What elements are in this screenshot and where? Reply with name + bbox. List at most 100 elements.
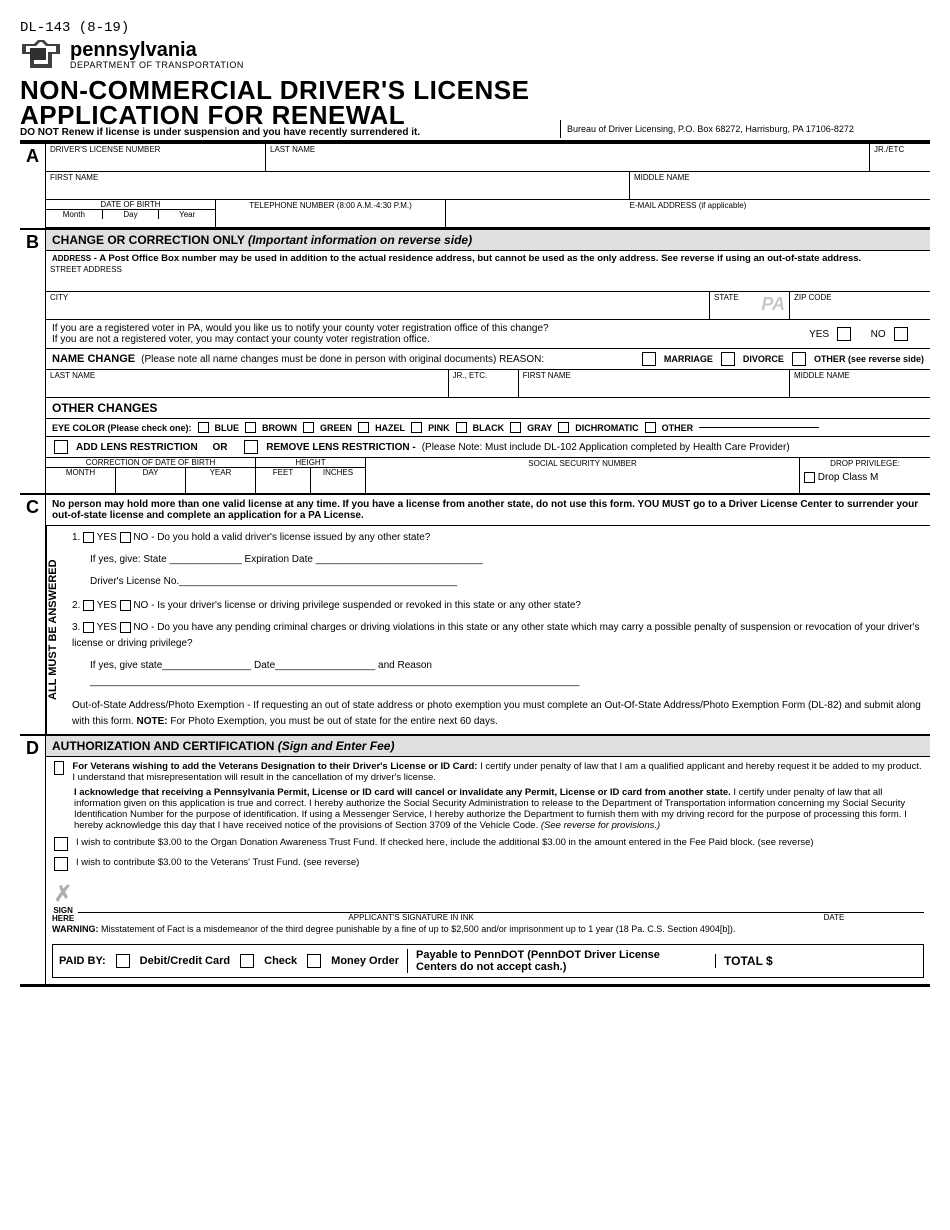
- q1-text: NO - Do you hold a valid driver's licens…: [133, 532, 430, 543]
- eye-other-input[interactable]: [699, 427, 819, 428]
- eye-color-row: EYE COLOR (Please check one): BLUE BROWN…: [46, 419, 930, 437]
- divorce-checkbox[interactable]: [721, 352, 735, 366]
- section-c-intro: No person may hold more than one valid l…: [46, 495, 930, 526]
- q2-yes-checkbox[interactable]: [83, 600, 94, 611]
- remove-lens-checkbox[interactable]: [244, 440, 258, 454]
- input-last[interactable]: [270, 154, 865, 170]
- or-label: OR: [212, 442, 227, 453]
- label-first: FIRST NAME: [50, 173, 625, 182]
- label-n-first: FIRST NAME: [523, 371, 785, 380]
- debit-checkbox[interactable]: [116, 954, 130, 968]
- check-checkbox[interactable]: [240, 954, 254, 968]
- marriage-checkbox[interactable]: [642, 352, 656, 366]
- banner-d-text: AUTHORIZATION AND CERTIFICATION: [52, 739, 278, 753]
- drop-priv-label: DROP PRIVILEGE:: [804, 459, 926, 468]
- banner-b-text: CHANGE OR CORRECTION ONLY: [52, 233, 248, 247]
- label-dln: DRIVER'S LICENSE NUMBER: [50, 145, 261, 154]
- vet-bold: For Veterans wishing to add the Veterans…: [72, 761, 480, 772]
- label-n-last: LAST NAME: [50, 371, 444, 380]
- q2-no-checkbox[interactable]: [120, 600, 131, 611]
- bureau-address: Bureau of Driver Licensing, P.O. Box 682…: [560, 120, 930, 138]
- eye-black-checkbox[interactable]: [456, 422, 467, 433]
- eye-pink-checkbox[interactable]: [411, 422, 422, 433]
- voter-yes-checkbox[interactable]: [837, 327, 851, 341]
- label-phone: TELEPHONE NUMBER (8:00 A.M.-4:30 P.M.): [220, 201, 441, 210]
- eye-green-checkbox[interactable]: [303, 422, 314, 433]
- signature-line[interactable]: [78, 901, 924, 913]
- eye-dichromatic-checkbox[interactable]: [558, 422, 569, 433]
- label-n-jr: JR., ETC.: [453, 371, 514, 380]
- eye-blue-checkbox[interactable]: [198, 422, 209, 433]
- input-phone[interactable]: [220, 210, 441, 226]
- name-change-row: NAME CHANGE (Please note all name change…: [46, 349, 930, 370]
- eye-blue: BLUE: [215, 423, 240, 433]
- voter-no-checkbox[interactable]: [894, 327, 908, 341]
- total-cell: TOTAL $: [715, 954, 917, 968]
- pa-watermark: PA: [761, 294, 785, 315]
- other-changes-banner: OTHER CHANGES: [46, 398, 930, 419]
- input-n-first[interactable]: [523, 380, 785, 396]
- input-email[interactable]: [450, 210, 926, 226]
- input-c-day[interactable]: [116, 477, 185, 493]
- eye-gray: GRAY: [527, 423, 552, 433]
- here-label: HERE: [52, 914, 74, 923]
- add-lens-checkbox[interactable]: [54, 440, 68, 454]
- section-a: A DRIVER'S LICENSE NUMBER LAST NAME JR./…: [20, 143, 930, 228]
- other-reason-checkbox[interactable]: [792, 352, 806, 366]
- input-street[interactable]: [50, 274, 926, 290]
- mo-checkbox[interactable]: [307, 954, 321, 968]
- label-year: Year: [159, 210, 215, 219]
- q1-yes-checkbox[interactable]: [83, 532, 94, 543]
- eye-brown-checkbox[interactable]: [245, 422, 256, 433]
- label-city: CITY: [50, 293, 705, 302]
- input-c-year[interactable]: [186, 477, 255, 493]
- input-inches[interactable]: [311, 477, 365, 493]
- other-reason-label: OTHER (see reverse side): [814, 354, 924, 364]
- feet-label: FEET: [256, 468, 310, 477]
- input-c-month[interactable]: [46, 477, 115, 493]
- banner-d-ital: (Sign and Enter Fee): [278, 739, 395, 753]
- section-b: B CHANGE OR CORRECTION ONLY (Important i…: [20, 228, 930, 493]
- veterans-checkbox[interactable]: [54, 761, 64, 775]
- drop-m-label: Drop Class M: [818, 473, 879, 484]
- q1-no-checkbox[interactable]: [120, 532, 131, 543]
- oos-text-2: For Photo Exemption, you must be out of …: [168, 716, 498, 727]
- height-label: HEIGHT: [256, 458, 365, 468]
- section-d: D AUTHORIZATION AND CERTIFICATION (Sign …: [20, 734, 930, 986]
- eye-other-checkbox[interactable]: [645, 422, 656, 433]
- q3-yes-checkbox[interactable]: [83, 622, 94, 633]
- vtrust-checkbox[interactable]: [54, 857, 68, 871]
- c-day: DAY: [116, 468, 185, 477]
- input-middle[interactable]: [634, 182, 926, 198]
- q3-no-checkbox[interactable]: [120, 622, 131, 633]
- dept-sub: DEPARTMENT OF TRANSPORTATION: [70, 60, 244, 70]
- input-first[interactable]: [50, 182, 625, 198]
- total-label: TOTAL $: [724, 954, 773, 968]
- title-warning: DO NOT Renew if license is under suspens…: [20, 127, 420, 138]
- section-d-banner: AUTHORIZATION AND CERTIFICATION (Sign an…: [46, 736, 930, 757]
- form-id: DL-143 (8-19): [20, 20, 930, 36]
- input-n-jr[interactable]: [453, 380, 514, 396]
- input-ssn[interactable]: [370, 468, 795, 484]
- eye-hazel: HAZEL: [375, 423, 405, 433]
- form-title-2: APPLICATION FOR RENEWAL: [20, 103, 420, 128]
- warning-text: Misstatement of Fact is a misdemeanor of…: [99, 924, 736, 934]
- section-letter-d: D: [20, 736, 46, 983]
- input-jr[interactable]: [874, 154, 926, 170]
- q2-text: NO - Is your driver's license or driving…: [133, 600, 581, 611]
- drop-class-m-checkbox[interactable]: [804, 472, 815, 483]
- input-feet[interactable]: [256, 477, 310, 493]
- input-n-last[interactable]: [50, 380, 444, 396]
- input-city[interactable]: [50, 302, 705, 318]
- eye-hazel-checkbox[interactable]: [358, 422, 369, 433]
- payment-row: PAID BY: Debit/Credit Card Check Money O…: [52, 944, 924, 978]
- eye-black: BLACK: [473, 423, 505, 433]
- input-n-middle[interactable]: [794, 380, 926, 396]
- input-dln[interactable]: [50, 154, 261, 170]
- q1-yes: YES: [97, 532, 117, 543]
- input-zip[interactable]: [794, 302, 926, 318]
- eye-color-label: EYE COLOR (Please check one):: [52, 423, 192, 433]
- eye-gray-checkbox[interactable]: [510, 422, 521, 433]
- organ-checkbox[interactable]: [54, 837, 68, 851]
- all-must-answer: ALL MUST BE ANSWERED: [46, 526, 66, 734]
